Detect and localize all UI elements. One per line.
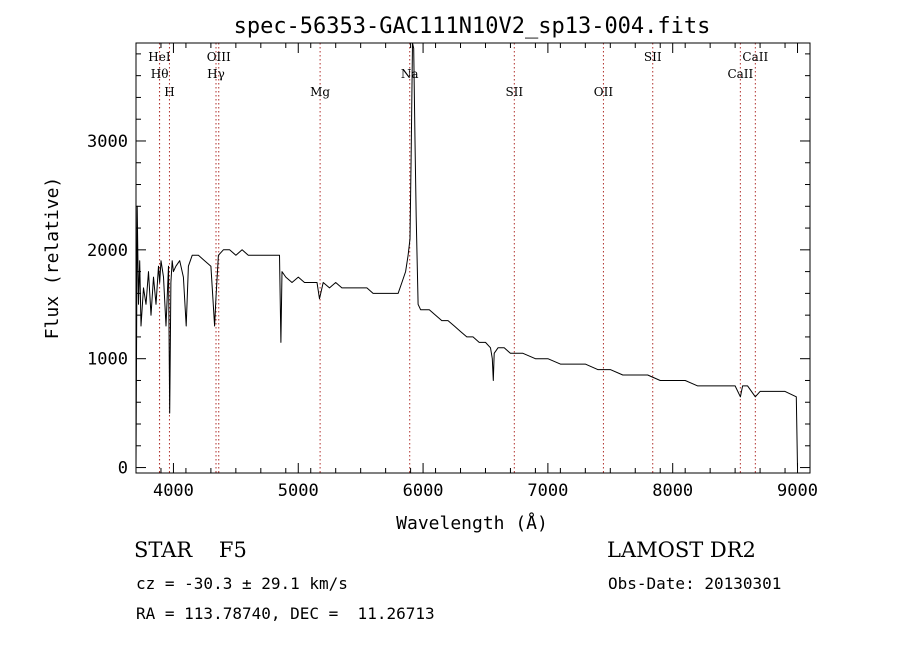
line-label-3: OIII (207, 50, 231, 64)
line-label-7: SII (505, 85, 523, 99)
line-label-0: HeI (148, 50, 171, 64)
y-tick-label-3: 3000 (87, 132, 128, 152)
object-type: STAR F5 (134, 538, 247, 562)
emission-line-markers: HeI Hθ H OIII Hγ Mg Na SII OII SII CaII CaII (148, 43, 768, 473)
line-label-11: CaII (742, 50, 768, 64)
chart-title: spec-56353-GAC111N10V2_sp13-004.fits (234, 14, 711, 39)
redshift-cz: cz = -30.3 ± 29.1 km/s (136, 574, 348, 593)
y-axis-label: Flux (relative) (42, 177, 63, 340)
line-label-9: SII (644, 50, 662, 64)
y-tick-label-1: 1000 (87, 350, 128, 370)
y-tick-label-2: 2000 (87, 241, 128, 261)
series-layer (135, 42, 798, 468)
x-tick-label-4: 8000 (652, 481, 693, 501)
observation-date: Obs-Date: 20130301 (608, 574, 782, 593)
line-label-4: Hγ (207, 67, 225, 81)
x-tick-label-0: 4000 (153, 481, 194, 501)
spectrum-chart: spec-56353-GAC111N10V2_sp13-004.fits HeI… (42, 14, 818, 534)
x-tick-label-1: 5000 (278, 481, 319, 501)
plot-frame (135, 42, 811, 474)
x-axis: 4000 5000 6000 7000 8000 9000 (135, 43, 818, 501)
line-label-5: Mg (310, 85, 330, 99)
line-label-10: CaII (727, 67, 753, 81)
series-line-0 (135, 42, 798, 468)
survey-name: LAMOST DR2 (607, 538, 756, 562)
line-label-1: Hθ (151, 67, 169, 81)
x-tick-label-3: 7000 (527, 481, 568, 501)
line-label-2: H (164, 85, 174, 99)
y-tick-label-0: 0 (118, 459, 128, 479)
x-tick-label-5: 9000 (777, 481, 818, 501)
line-label-6: Na (401, 67, 419, 81)
x-axis-label: Wavelength (Å) (396, 512, 548, 534)
x-tick-label-2: 6000 (403, 481, 444, 501)
ra-dec: RA = 113.78740, DEC = 11.26713 (136, 604, 435, 623)
y-axis: 0 1000 2000 3000 (87, 53, 810, 479)
line-label-8: OII (594, 85, 614, 99)
